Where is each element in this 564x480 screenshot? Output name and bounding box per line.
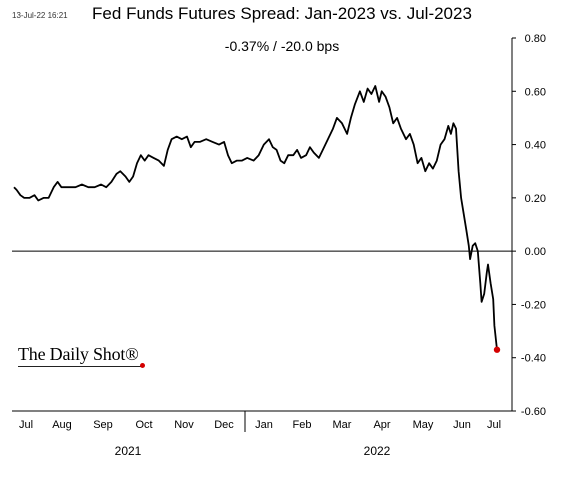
- series-line: [13, 85, 498, 350]
- chart-subtitle: -0.37% / -20.0 bps: [224, 38, 340, 54]
- x-month-label: May: [413, 419, 434, 431]
- x-month-label: Mar: [333, 419, 352, 431]
- tick-labels: 0.80 0.60 0.40 0.20 0.00 -0.20 -0.40 -0.60 Jul Au…: [19, 33, 546, 458]
- y-tick-label: 0.20: [525, 193, 546, 205]
- x-month-label: Oct: [135, 419, 152, 431]
- y-tick-label: 0.60: [525, 86, 546, 98]
- x-month-label: Nov: [174, 419, 194, 431]
- y-tick-label: 0.40: [525, 140, 546, 152]
- x-month-label: Apr: [373, 419, 390, 431]
- y-tick-label: -0.40: [521, 353, 546, 365]
- y-tick-label: 0.80: [525, 33, 546, 45]
- daily-shot-logo: The Daily Shot®: [18, 344, 139, 364]
- x-month-label: Jan: [255, 419, 273, 431]
- x-month-label: Jun: [453, 419, 471, 431]
- axes: [12, 37, 516, 432]
- x-month-label: Feb: [293, 419, 312, 431]
- x-month-label: Jul: [19, 419, 33, 431]
- x-month-label: Sep: [93, 419, 113, 431]
- logo-dot: [140, 363, 145, 368]
- logo-underline: [18, 366, 142, 367]
- end-point-marker: [493, 346, 501, 353]
- plot-area: [13, 85, 501, 353]
- y-tick-label: 0.00: [525, 246, 546, 258]
- x-month-label: Jul: [487, 419, 501, 431]
- x-year-label: 2021: [115, 444, 142, 458]
- timestamp: 13-Jul-22 16:21: [12, 11, 68, 20]
- x-year-label: 2022: [364, 444, 391, 458]
- y-tick-label: -0.60: [521, 406, 546, 418]
- chart-title: Fed Funds Futures Spread: Jan-2023 vs. J…: [92, 4, 472, 23]
- x-month-label: Dec: [214, 419, 234, 431]
- x-month-label: Aug: [52, 419, 72, 431]
- y-tick-label: -0.20: [521, 299, 546, 311]
